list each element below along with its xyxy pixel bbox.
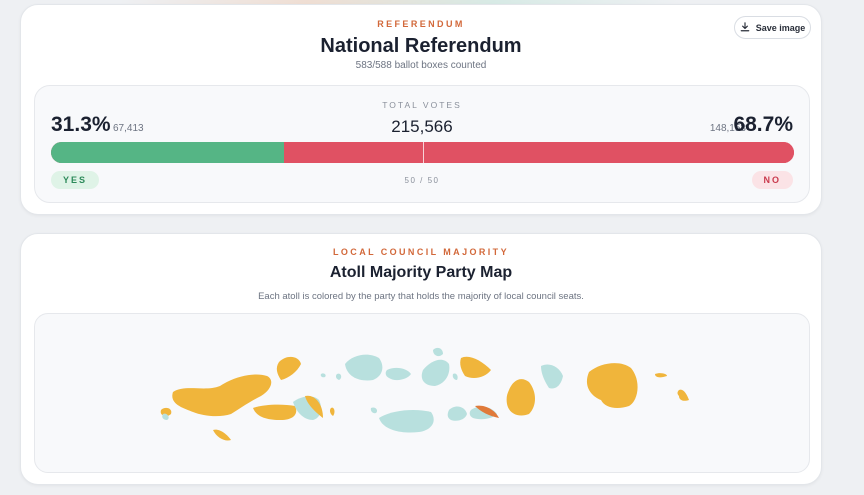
atoll-mid-north-2[interactable] [385, 367, 411, 381]
atoll-far-east-small[interactable] [677, 389, 690, 401]
total-votes-panel: TOTAL VOTES 215,566 31.3% 67,413 148,153… [34, 85, 810, 203]
atoll-dot-1[interactable] [320, 373, 326, 378]
referendum-card: REFERENDUM National Referendum 583/588 b… [20, 4, 822, 215]
no-badge: NO [751, 171, 793, 189]
atoll-east-2[interactable] [541, 364, 563, 389]
atoll-central-west[interactable] [253, 404, 297, 420]
no-count: 148,153 [709, 123, 746, 134]
yes-share-fill [51, 142, 284, 163]
atoll-central-tiny[interactable] [329, 407, 335, 416]
atoll-mid-south[interactable] [379, 410, 434, 433]
referendum-title: National Referendum [320, 35, 522, 57]
atoll-west-south[interactable] [213, 429, 231, 441]
vote-share-bar [51, 142, 794, 163]
no-percent: 68.7% [733, 113, 793, 136]
atoll-shapes [160, 347, 690, 441]
council-title: Atoll Majority Party Map [329, 264, 513, 281]
boxes-counted: 50 / 50 [404, 176, 440, 185]
atoll-mid-dot[interactable] [433, 347, 443, 357]
atoll-mid-south-2[interactable] [447, 406, 467, 421]
referendum-subtitle: 583/588 ballot boxes counted [355, 60, 487, 71]
atoll-map[interactable] [34, 313, 810, 473]
majority-marker [422, 142, 424, 163]
council-map-card: LOCAL COUNCIL MAJORITY Atoll Majority Pa… [20, 233, 822, 485]
atoll-west-main[interactable] [172, 374, 272, 417]
referendum-eyebrow: REFERENDUM [377, 19, 465, 29]
atoll-mid-tiny[interactable] [452, 373, 458, 380]
download-icon [740, 21, 750, 34]
atoll-far-east-main[interactable] [586, 363, 638, 408]
atoll-west-north[interactable] [276, 356, 301, 380]
total-votes-value: 215,566 [391, 117, 453, 136]
yes-count: 67,413 [113, 123, 144, 134]
atoll-mid-north-1[interactable] [345, 354, 383, 381]
atoll-west-small-2[interactable] [162, 413, 169, 420]
save-image-label: Save image [755, 22, 806, 33]
yes-percent: 31.3% [51, 113, 111, 136]
atoll-east-split-c[interactable] [475, 405, 499, 418]
atoll-east-main[interactable] [506, 379, 535, 416]
top-glow [120, 0, 680, 6]
atoll-central-split-a[interactable] [305, 395, 323, 418]
atoll-far-east-dot[interactable] [655, 373, 667, 378]
council-subtitle: Each atoll is colored by the party that … [258, 291, 584, 302]
council-eyebrow: LOCAL COUNCIL MAJORITY [333, 247, 509, 257]
atoll-dot-3[interactable] [370, 407, 378, 414]
atoll-map-svg [160, 347, 690, 441]
save-image-button[interactable]: Save image [734, 16, 811, 39]
atoll-mid-east[interactable] [421, 359, 450, 386]
total-votes-label: TOTAL VOTES [382, 100, 462, 110]
yes-badge: YES [51, 171, 100, 189]
atoll-dot-2[interactable] [335, 373, 342, 380]
no-share-fill [283, 142, 794, 163]
atoll-east-north[interactable] [460, 356, 491, 378]
